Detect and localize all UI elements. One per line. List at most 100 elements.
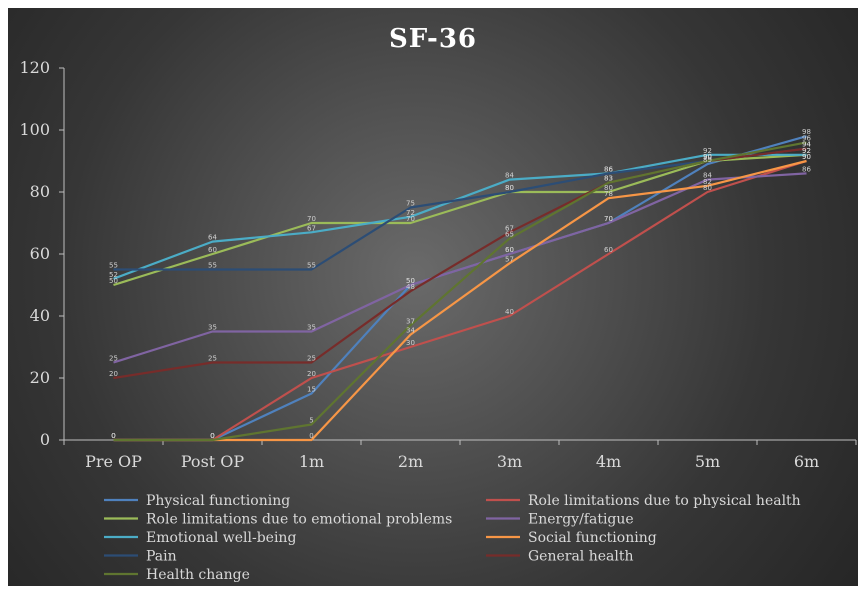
chart-title: SF-36 (388, 24, 478, 54)
data-label: 25 (208, 355, 217, 363)
data-label: 84 (703, 172, 712, 180)
x-tick-label: 1m (299, 452, 324, 471)
data-label: 67 (505, 224, 514, 232)
data-label: 60 (505, 246, 514, 254)
data-label: 34 (406, 327, 415, 335)
data-label: 55 (109, 262, 118, 270)
data-label: 60 (604, 246, 613, 254)
data-label: 86 (604, 165, 613, 173)
x-tick-label: Pre OP (85, 452, 142, 471)
legend-label: Role limitations due to emotional proble… (146, 512, 452, 528)
legend-label: Pain (146, 549, 177, 565)
x-tick-label: 6m (794, 452, 819, 471)
y-tick-label: 20 (30, 368, 50, 387)
data-label: 94 (802, 141, 811, 149)
x-tick-label: 5m (695, 452, 720, 471)
data-label: 55 (307, 262, 316, 270)
data-label: 48 (406, 283, 415, 291)
data-label: 94 (802, 141, 811, 149)
series-line (113, 153, 807, 287)
data-label: 55 (208, 262, 217, 270)
data-label: 83 (604, 175, 613, 183)
data-label: 64 (208, 234, 217, 242)
data-label: 0 (111, 432, 115, 440)
data-label: 50 (109, 277, 118, 285)
data-label: 80 (505, 184, 514, 192)
data-label: 5 (309, 417, 313, 425)
legend-label: Role limitations due to physical health (528, 493, 801, 509)
legend-label: Energy/fatigue (528, 512, 634, 528)
data-label: 25 (307, 355, 316, 363)
series-line (113, 147, 807, 271)
legend-label: General health (528, 549, 634, 565)
data-label: 83 (604, 175, 613, 183)
data-label: 35 (208, 324, 217, 332)
x-tick-label: 4m (596, 452, 621, 471)
data-label: 80 (604, 184, 613, 192)
data-label: 50 (406, 277, 415, 285)
data-label: 25 (109, 355, 118, 363)
y-tick-label: 60 (30, 244, 50, 263)
data-label: 35 (307, 324, 316, 332)
data-label: 70 (604, 215, 613, 223)
data-label: 84 (505, 172, 514, 180)
data-label: 75 (406, 200, 415, 208)
data-label: 98 (802, 128, 811, 136)
data-label: 0 (309, 432, 313, 440)
x-tick-label: Post OP (181, 452, 245, 471)
series-line (113, 159, 807, 442)
data-label: 20 (307, 370, 316, 378)
data-label: 0 (210, 432, 214, 440)
data-label: 70 (307, 215, 316, 223)
data-label: 92 (703, 147, 712, 155)
data-label: 0 (210, 432, 214, 440)
y-tick-label: 100 (19, 120, 50, 139)
data-label: 90 (703, 153, 712, 161)
y-tick-label: 0 (40, 430, 50, 449)
data-label: 92 (802, 147, 811, 155)
y-tick-label: 120 (19, 58, 50, 77)
data-label: 60 (208, 246, 217, 254)
legend-label: Emotional well-being (146, 530, 296, 546)
data-label: 86 (604, 165, 613, 173)
data-label: 57 (505, 255, 514, 263)
data-label: 90 (802, 153, 811, 161)
data-label: 40 (505, 308, 514, 316)
data-label: 86 (802, 165, 811, 173)
y-tick-label: 40 (30, 306, 50, 325)
series-line (113, 172, 807, 364)
data-label: 92 (802, 147, 811, 155)
data-label: 80 (505, 184, 514, 192)
legend-label: Social functioning (528, 530, 657, 546)
data-label: 78 (604, 190, 613, 198)
data-label: 96 (802, 134, 811, 142)
x-tick-label: 2m (398, 452, 423, 471)
series-line (113, 159, 807, 442)
data-label: 70 (604, 215, 613, 223)
data-label: 72 (406, 209, 415, 217)
chart-background (8, 8, 858, 586)
data-label: 80 (703, 184, 712, 192)
series-line (113, 141, 807, 442)
x-tick-label: 3m (497, 452, 522, 471)
data-label: 0 (111, 432, 115, 440)
legend-label: Health change (146, 567, 250, 583)
data-label: 0 (111, 432, 115, 440)
data-label: 50 (406, 277, 415, 285)
legend-label: Physical functioning (146, 493, 290, 509)
data-label: 90 (802, 153, 811, 161)
data-label: 15 (307, 386, 316, 394)
series-line (113, 153, 807, 280)
data-label: 0 (210, 432, 214, 440)
data-label: 30 (406, 339, 415, 347)
data-label: 37 (406, 317, 415, 325)
data-label: 65 (505, 231, 514, 239)
y-tick-label: 80 (30, 182, 50, 201)
data-label: 70 (406, 215, 415, 223)
data-label: 20 (109, 370, 118, 378)
data-label: 89 (703, 156, 712, 164)
data-label: 82 (703, 178, 712, 186)
data-label: 90 (703, 153, 712, 161)
data-label: 0 (111, 432, 115, 440)
